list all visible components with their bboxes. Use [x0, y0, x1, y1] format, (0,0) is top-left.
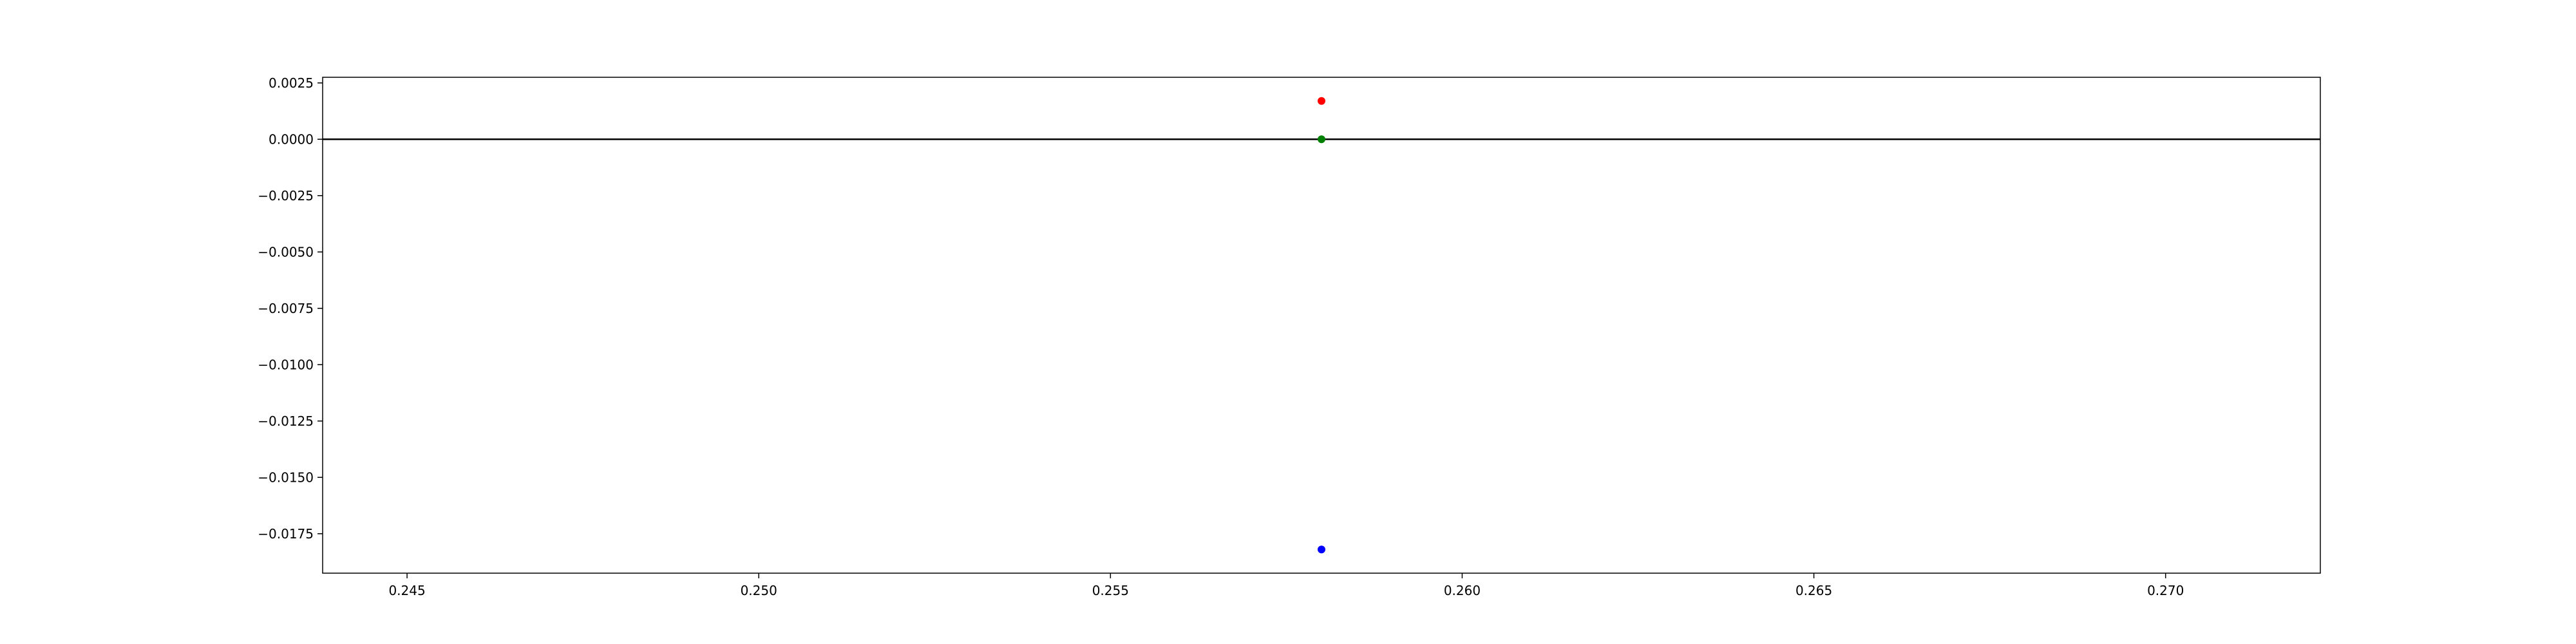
data-point-0: [1318, 97, 1325, 105]
plot-area: [322, 77, 2321, 574]
y-tick-label-5: −0.0100: [258, 357, 314, 372]
y-tick-label-6: −0.0125: [258, 413, 314, 429]
plot-frame: [322, 77, 2321, 574]
x-axis: 0.245 0.250 0.255 0.260 0.265 0.270: [388, 573, 2184, 598]
x-tick-label-2: 0.255: [1092, 583, 1129, 598]
y-tick-label-0: 0.0025: [269, 75, 314, 91]
y-tick-label-1: 0.0000: [269, 131, 314, 147]
x-tick-label-3: 0.260: [1444, 583, 1481, 598]
x-tick-label-4: 0.265: [1795, 583, 1832, 598]
data-point-1: [1318, 135, 1325, 144]
y-tick-label-2: −0.0025: [258, 188, 314, 204]
x-tick-label-0: 0.245: [388, 583, 425, 598]
data-point-2: [1318, 545, 1325, 554]
y-tick-label-7: −0.0150: [258, 469, 314, 485]
data-points: [1318, 97, 1325, 554]
y-tick-label-3: −0.0050: [258, 244, 314, 260]
x-tick-label-5: 0.270: [2147, 583, 2184, 598]
x-tick-label-1: 0.250: [741, 583, 777, 598]
y-tick-label-4: −0.0075: [258, 301, 314, 316]
y-tick-label-8: −0.0175: [258, 526, 314, 542]
y-axis: 0.0025 0.0000 −0.0025 −0.0050 −0.0075 −0.0100…: [258, 75, 323, 542]
